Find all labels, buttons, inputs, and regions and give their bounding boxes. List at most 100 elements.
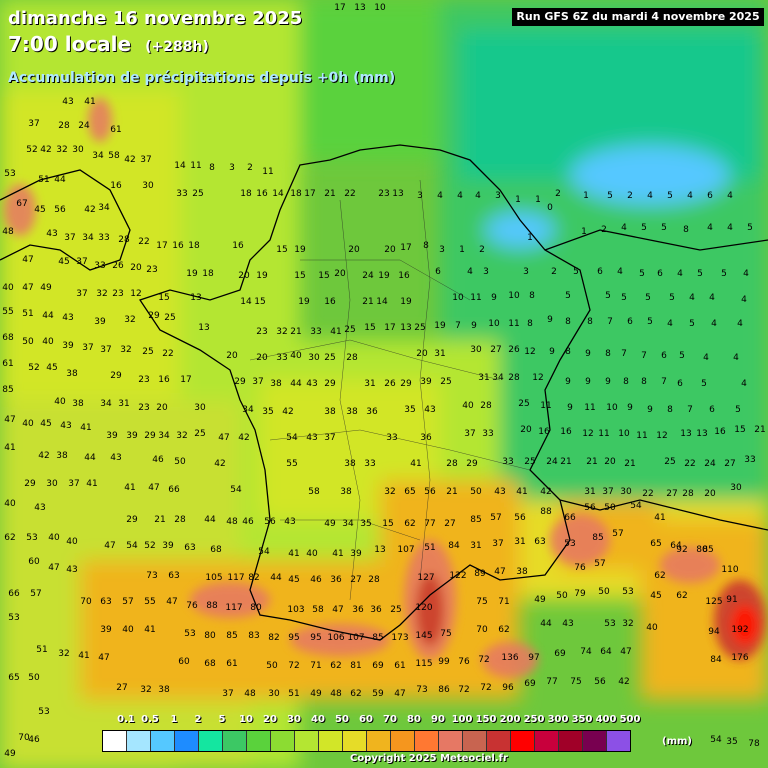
precip-value: 3	[439, 245, 445, 255]
precip-value: 28	[174, 515, 186, 525]
precip-value: 21	[154, 515, 165, 525]
precip-value: 47	[166, 597, 177, 607]
precip-value: 99	[438, 657, 450, 667]
legend-swatch	[175, 731, 199, 751]
precip-value: 40	[462, 401, 474, 411]
precip-value: 5	[621, 293, 627, 303]
precip-value: 66	[8, 589, 20, 599]
precip-value: 44	[204, 515, 216, 525]
precip-value: 20	[238, 271, 250, 281]
precip-value: 61	[110, 125, 121, 135]
precip-value: 53	[8, 613, 19, 623]
precip-value: 26	[508, 345, 520, 355]
precip-value: 33	[98, 233, 109, 243]
precip-value: 9	[491, 293, 497, 303]
legend-swatch	[127, 731, 151, 751]
run-info: Run GFS 6Z du mardi 4 novembre 2025	[512, 8, 764, 26]
precip-value: 80	[250, 603, 262, 613]
precip-value: 85	[592, 533, 603, 543]
forecast-time-label: 7:00 locale	[8, 32, 132, 56]
precip-value: 15	[382, 519, 393, 529]
precip-value: 10	[488, 319, 500, 329]
precip-value: 110	[721, 565, 738, 575]
precip-value: 13	[354, 3, 365, 13]
precip-value: 40	[306, 549, 318, 559]
precip-value: 65	[404, 487, 415, 497]
forecast-time: 7:00 locale (+288h)	[8, 32, 209, 56]
precip-value: 43	[60, 421, 71, 431]
precip-value: 37	[100, 345, 111, 355]
precip-value: 62	[654, 571, 665, 581]
precip-value: 13	[696, 429, 707, 439]
precip-value: 55	[144, 597, 155, 607]
precip-value: 25	[518, 399, 529, 409]
precip-value: 15	[318, 271, 329, 281]
precip-value: 36	[370, 605, 382, 615]
precip-value: 84	[710, 655, 722, 665]
precip-value: 20	[256, 353, 268, 363]
precip-value: 25	[440, 377, 451, 387]
precip-value: 8	[605, 349, 611, 359]
legend-label: 70	[383, 714, 397, 725]
precip-value: 2	[627, 191, 633, 201]
precip-value: 34	[492, 373, 504, 383]
precip-value: 12	[130, 289, 141, 299]
precip-value: 37	[324, 433, 335, 443]
precip-value: 42	[282, 407, 293, 417]
precip-value: 57	[594, 559, 605, 569]
precip-value: 40	[2, 283, 14, 293]
precip-value: 39	[62, 341, 74, 351]
precip-value: 62	[404, 519, 415, 529]
precip-value: 5	[735, 405, 741, 415]
precip-value: 85	[226, 631, 237, 641]
precip-value: 58	[308, 487, 320, 497]
precip-value: 77	[424, 519, 435, 529]
precip-value: 50	[28, 673, 40, 683]
precip-value: 95	[310, 633, 321, 643]
precip-value: 30	[620, 487, 632, 497]
precip-value: 60	[178, 657, 190, 667]
precip-value: 37	[464, 429, 475, 439]
precip-value: 4	[727, 191, 733, 201]
precip-value: 85	[372, 633, 383, 643]
precip-value: 20	[156, 403, 168, 413]
precip-value: 35	[726, 737, 737, 747]
precip-value: 38	[346, 407, 358, 417]
precip-value: 47	[98, 653, 109, 663]
precip-value: 21	[624, 459, 635, 469]
precip-value: 3	[495, 191, 501, 201]
precip-value: 5	[639, 269, 645, 279]
precip-value: 30	[46, 479, 58, 489]
precip-value: 3	[483, 267, 489, 277]
precip-value: 44	[540, 619, 552, 629]
precip-value: 28	[446, 459, 458, 469]
precip-value: 94	[708, 627, 720, 637]
precip-value: 4	[457, 191, 463, 201]
precip-value: 8	[565, 317, 571, 327]
precip-value: 17	[180, 375, 191, 385]
precip-value: 36	[330, 575, 342, 585]
precip-value: 4	[711, 319, 717, 329]
precip-value: 47	[394, 689, 405, 699]
precip-value: 44	[290, 379, 302, 389]
precip-value: 43	[66, 565, 77, 575]
precip-value: 23	[138, 403, 149, 413]
precip-value: 51	[36, 645, 47, 655]
precip-value: 59	[372, 689, 384, 699]
precip-value: 47	[218, 433, 229, 443]
precip-value: 62	[350, 689, 361, 699]
precip-value: 54	[258, 547, 270, 557]
precip-value: 60	[28, 557, 40, 567]
precip-value: 15	[364, 323, 375, 333]
precip-value: 11	[598, 429, 609, 439]
precip-value: 14	[240, 297, 252, 307]
precip-value: 3	[523, 267, 529, 277]
precip-value: 22	[138, 237, 149, 247]
precip-value: 4	[617, 267, 623, 277]
precip-value: 38	[324, 407, 336, 417]
precip-value: 47	[22, 283, 33, 293]
precip-value: 30	[142, 181, 154, 191]
precip-value: 75	[476, 597, 487, 607]
precip-value: 41	[288, 549, 299, 559]
precip-value: 44	[54, 175, 66, 185]
